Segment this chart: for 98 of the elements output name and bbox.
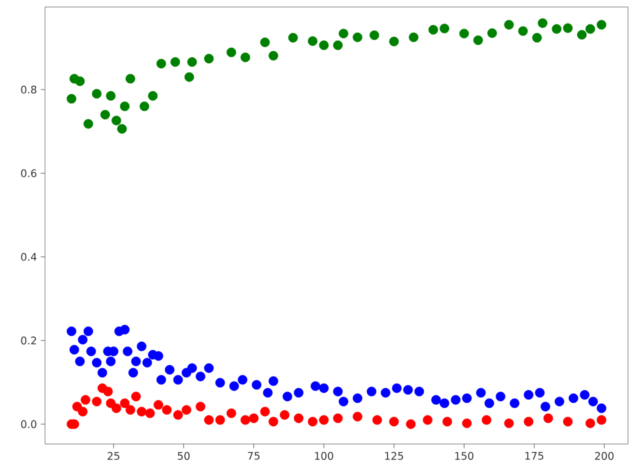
point (226, 408, 236, 418)
point (543, 413, 554, 424)
point (112, 116, 122, 126)
point (352, 32, 362, 42)
point (333, 40, 343, 50)
point (442, 416, 452, 426)
point (173, 410, 183, 420)
point (148, 91, 158, 101)
point (162, 405, 172, 415)
point (260, 406, 270, 416)
point (126, 74, 136, 84)
point (473, 35, 483, 46)
point (131, 392, 141, 402)
point (422, 415, 432, 425)
point (563, 23, 573, 33)
point (268, 50, 278, 61)
point (389, 416, 399, 426)
point (288, 32, 298, 43)
point (319, 40, 329, 50)
point (389, 36, 399, 46)
point (140, 102, 150, 112)
point (428, 24, 438, 35)
point (294, 413, 304, 424)
point (156, 58, 166, 68)
point (459, 28, 469, 38)
y-tick-label: 0.4 (21, 252, 36, 261)
x-tick-label: 100 (315, 452, 334, 460)
point (154, 400, 164, 410)
y-tick-label: 0.0 (21, 420, 36, 428)
point (66, 94, 76, 104)
point (204, 54, 214, 64)
point (184, 72, 194, 82)
x-tick-label: 175 (525, 452, 544, 460)
point (462, 418, 472, 428)
point (103, 386, 113, 396)
x-tick-label: 125 (385, 452, 404, 460)
point (482, 415, 492, 425)
point (136, 406, 146, 416)
point (120, 102, 130, 112)
point (524, 416, 534, 426)
x-tick-label: 25 (108, 452, 120, 460)
point (78, 406, 88, 416)
point (226, 48, 236, 58)
y-tick-label: 0.8 (21, 86, 36, 94)
y-tick-label: 0.2 (21, 336, 36, 344)
point (319, 415, 329, 425)
point (248, 413, 259, 424)
x-tick-label: 50 (178, 452, 190, 460)
point (196, 402, 206, 412)
point (585, 24, 596, 34)
point (538, 18, 548, 28)
point (532, 32, 542, 43)
point (352, 412, 362, 422)
point (268, 416, 278, 426)
point (552, 24, 562, 34)
point (204, 415, 214, 425)
point (120, 398, 130, 408)
point (280, 410, 290, 420)
y-tick-label: 0.6 (21, 169, 36, 178)
x-tick-label: 75 (248, 452, 260, 460)
point (240, 415, 250, 425)
point (75, 76, 85, 86)
point (170, 57, 180, 67)
point (596, 415, 606, 425)
point (504, 20, 514, 30)
point (215, 415, 225, 425)
x-tick-label: 150 (455, 452, 474, 460)
point (585, 418, 596, 428)
point (126, 405, 136, 415)
point (100, 110, 110, 120)
point (308, 36, 318, 46)
point (92, 396, 102, 406)
point (596, 20, 606, 30)
point (84, 119, 94, 129)
point (80, 395, 90, 405)
point (577, 30, 587, 40)
point (112, 403, 122, 414)
point (370, 30, 380, 40)
point (406, 419, 416, 429)
point (240, 52, 250, 62)
point (260, 38, 270, 48)
point (504, 418, 514, 428)
point (333, 413, 343, 424)
point (440, 24, 450, 34)
point (518, 26, 528, 36)
point (92, 88, 102, 99)
point (408, 32, 418, 42)
point (187, 57, 197, 67)
point (563, 416, 573, 426)
point (182, 405, 192, 415)
point (106, 91, 116, 101)
point (487, 28, 497, 38)
point (145, 408, 155, 418)
point (117, 124, 127, 134)
point (308, 416, 318, 426)
x-tick-label: 200 (595, 452, 614, 460)
point (372, 415, 382, 425)
point (338, 28, 348, 38)
